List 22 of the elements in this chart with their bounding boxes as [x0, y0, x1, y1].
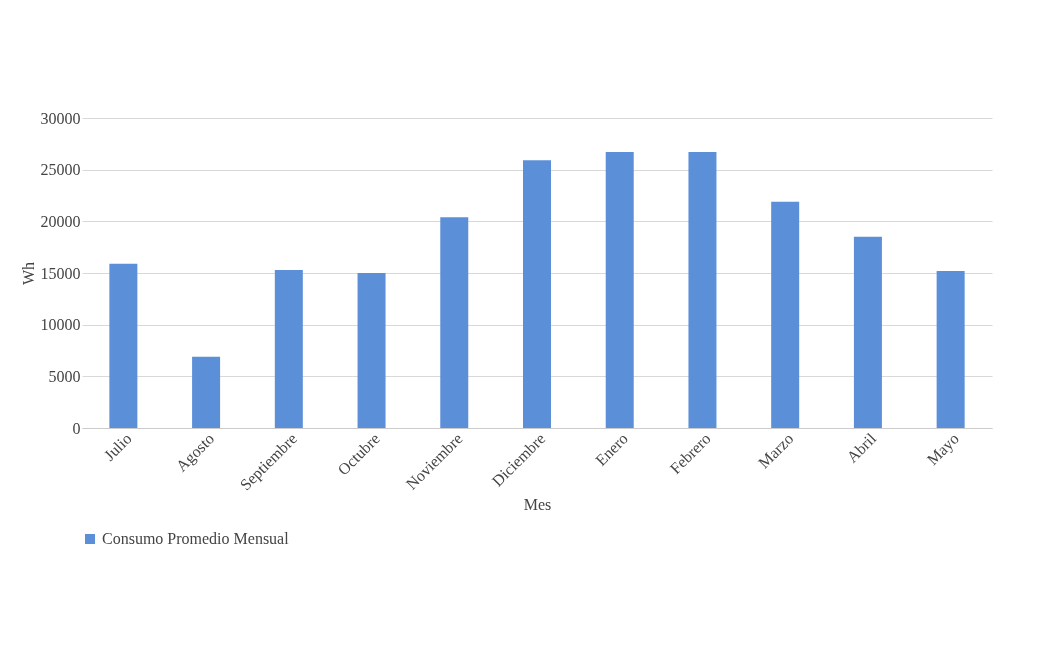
bar — [109, 263, 138, 428]
y-tick-label: 10000 — [40, 316, 81, 334]
bar — [440, 217, 469, 428]
x-tick-label: Julio — [100, 429, 135, 464]
bar — [357, 273, 386, 428]
bar — [936, 270, 965, 428]
bar — [853, 236, 882, 428]
y-tick-label: 5000 — [48, 367, 81, 385]
bar — [771, 201, 800, 428]
legend-label: Consumo Promedio Mensual — [102, 530, 290, 547]
y-tick-label: 15000 — [40, 264, 81, 282]
y-tick-label: 20000 — [40, 212, 81, 230]
y-tick-label: 30000 — [40, 109, 81, 127]
bar — [274, 269, 303, 428]
bar — [523, 160, 551, 428]
bar — [192, 356, 221, 428]
y-axis-title: Wh — [19, 261, 37, 286]
x-axis-title: Mes — [523, 496, 552, 514]
y-tick-label: 0 — [72, 419, 81, 437]
bar — [688, 152, 717, 428]
y-tick-label: 25000 — [40, 161, 81, 179]
bar — [605, 152, 634, 428]
